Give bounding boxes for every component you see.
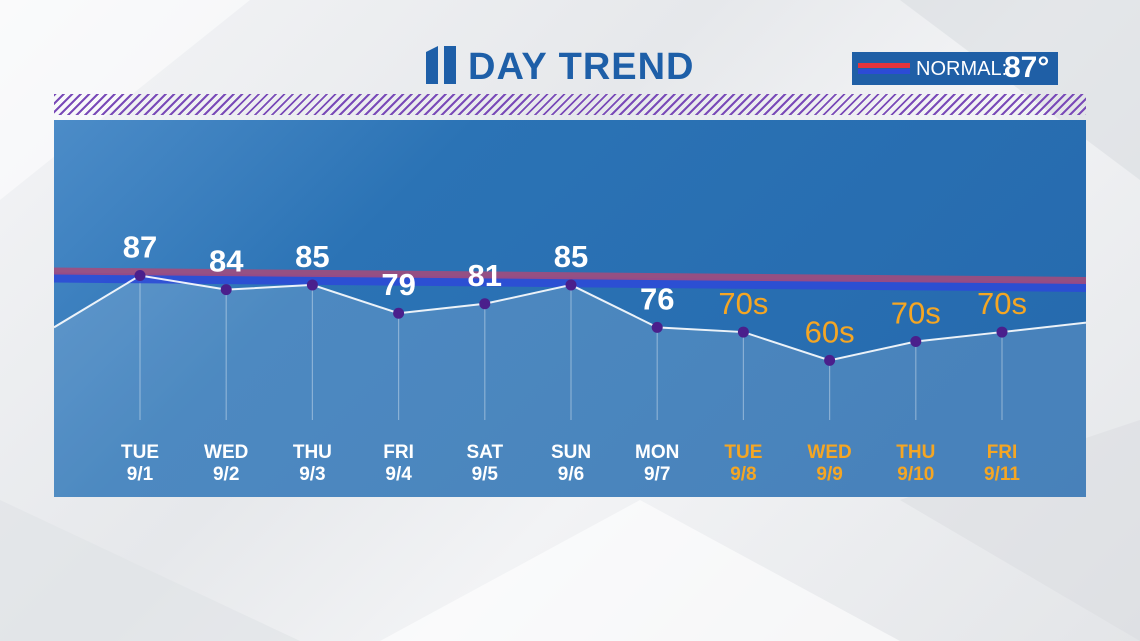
data-point bbox=[824, 354, 836, 366]
data-point bbox=[565, 279, 577, 291]
value-label: 76 bbox=[640, 281, 674, 316]
value-label: 81 bbox=[468, 258, 502, 293]
day-label: TUE bbox=[724, 442, 762, 463]
value-label: 70s bbox=[977, 286, 1027, 321]
date-label: 9/6 bbox=[558, 464, 584, 485]
data-point bbox=[910, 335, 922, 347]
normal-line-red bbox=[54, 267, 1086, 284]
day-label: WED bbox=[807, 442, 851, 463]
date-label: 9/11 bbox=[984, 464, 1020, 485]
data-point bbox=[306, 279, 318, 291]
day-label: SUN bbox=[551, 442, 591, 463]
value-label: 85 bbox=[554, 239, 588, 274]
data-point bbox=[479, 298, 491, 310]
channel-11-logo-icon bbox=[426, 46, 456, 84]
data-point bbox=[134, 270, 146, 282]
data-point bbox=[996, 326, 1008, 338]
normal-line-red-swatch bbox=[858, 63, 910, 68]
data-point bbox=[220, 284, 232, 296]
day-label: TUE bbox=[121, 442, 159, 463]
day-label: SAT bbox=[467, 442, 504, 463]
date-label: 9/2 bbox=[213, 464, 239, 485]
value-label: 87 bbox=[123, 230, 157, 265]
day-label: WED bbox=[204, 442, 248, 463]
trend-chart: 87TUE9/184WED9/285THU9/379FRI9/481SAT9/5… bbox=[54, 230, 1086, 497]
normal-value: 87° bbox=[1004, 51, 1050, 84]
hatch-bar bbox=[54, 94, 1086, 115]
day-label: MON bbox=[635, 442, 679, 463]
day-label: THU bbox=[293, 442, 332, 463]
trend-area bbox=[54, 275, 1086, 497]
value-label: 70s bbox=[718, 286, 768, 321]
normal-line-blue-swatch bbox=[858, 69, 910, 74]
data-point bbox=[651, 321, 663, 333]
date-label: 9/7 bbox=[644, 464, 670, 485]
value-label: 84 bbox=[209, 244, 244, 279]
date-label: 9/4 bbox=[385, 464, 412, 485]
value-label: 60s bbox=[805, 314, 855, 349]
date-label: 9/9 bbox=[816, 464, 842, 485]
day-label: FRI bbox=[987, 442, 1018, 463]
date-label: 9/8 bbox=[730, 464, 756, 485]
date-label: 9/3 bbox=[299, 464, 325, 485]
value-label: 85 bbox=[295, 239, 329, 274]
value-label: 79 bbox=[381, 267, 415, 302]
normal-legend: NORMAL: 87° bbox=[852, 52, 1058, 85]
value-label: 70s bbox=[891, 295, 941, 330]
date-label: 9/5 bbox=[472, 464, 499, 485]
normal-label: NORMAL: bbox=[916, 58, 1008, 80]
data-point bbox=[737, 326, 749, 338]
data-point bbox=[393, 307, 405, 319]
chart-panel: 87 TUE 9/1 84 WED 9/2 85 THU 9/3 79 FRI 9/4 81 SAT 9/5… bbox=[54, 120, 1086, 497]
date-label: 9/1 bbox=[127, 464, 154, 485]
day-label: FRI bbox=[383, 442, 414, 463]
page-title: DAY TREND bbox=[468, 46, 695, 88]
day-label: THU bbox=[896, 442, 935, 463]
date-label: 9/10 bbox=[897, 464, 934, 485]
